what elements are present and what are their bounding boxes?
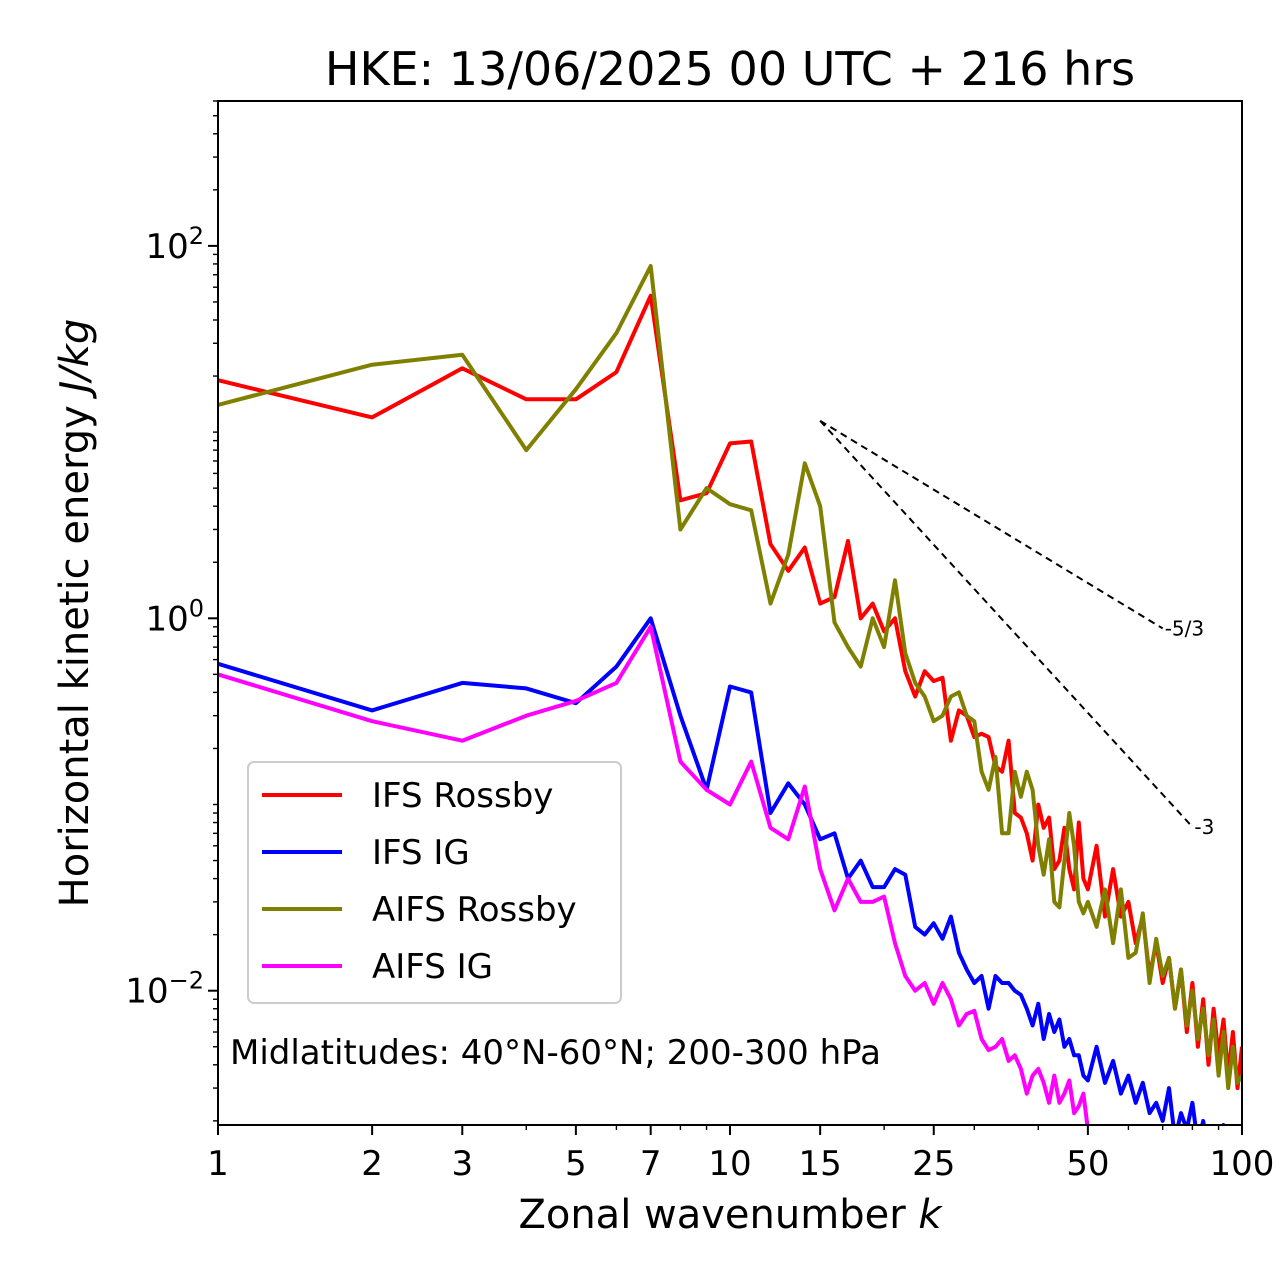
y-axis-label-unit: J/kg [52, 319, 98, 400]
legend-label: IFS Rossby [372, 776, 553, 816]
x-tick-label: 3 [451, 1144, 473, 1184]
y-axis-label-text: Horizontal kinetic energy [52, 393, 98, 908]
series-lines [218, 264, 1242, 1125]
x-tick-label: 25 [912, 1144, 955, 1184]
series-line [218, 624, 1090, 1125]
y-tick-label: 102 [145, 222, 204, 267]
y-tick-label: 10−2 [125, 967, 204, 1012]
region-annotation: Midlatitudes: 40°N-60°N; 200-300 hPa [230, 1033, 881, 1073]
reference-line [819, 419, 1164, 630]
series-line [218, 264, 1242, 1091]
reference-line [819, 420, 1194, 828]
x-tick-label: 2 [361, 1144, 383, 1184]
legend-label: IFS IG [372, 833, 470, 873]
x-tick-label: 100 [1210, 1144, 1275, 1184]
series-line [218, 616, 1226, 1125]
x-tick-label: 1 [207, 1144, 229, 1184]
x-axis-label: Zonal wavenumber k [518, 1192, 943, 1238]
legend-label: AIFS Rossby [372, 890, 577, 930]
legend-label: AIFS IG [372, 947, 493, 987]
y-axis-label: Horizontal kinetic energy J/kg [52, 319, 98, 908]
legend-box [247, 761, 622, 1004]
x-axis-label-variable: k [918, 1192, 943, 1238]
x-tick-label: 15 [799, 1144, 842, 1184]
x-tick-label: 5 [565, 1144, 587, 1184]
reference-line-label: -5/3 [1165, 616, 1204, 640]
x-axis: 1 2 3 5 7 10 15 25 50 100 [207, 1125, 1274, 1184]
x-tick-label: 50 [1066, 1144, 1109, 1184]
x-tick-label: 10 [708, 1144, 751, 1184]
legend: IFS Rossby IFS IG AIFS Rossby AIFS IG [247, 761, 622, 1004]
x-tick-label: 7 [640, 1144, 662, 1184]
chart-title: HKE: 13/06/2025 00 UTC + 216 hrs [325, 42, 1135, 96]
y-tick-label: 100 [145, 594, 204, 639]
x-axis-label-text: Zonal wavenumber [518, 1192, 918, 1238]
reference-lines [819, 419, 1194, 828]
reference-line-label: -3 [1194, 815, 1214, 839]
reference-line-labels: -5/3 -3 [1165, 616, 1215, 838]
y-axis: 102 100 10−2 [125, 100, 218, 1122]
